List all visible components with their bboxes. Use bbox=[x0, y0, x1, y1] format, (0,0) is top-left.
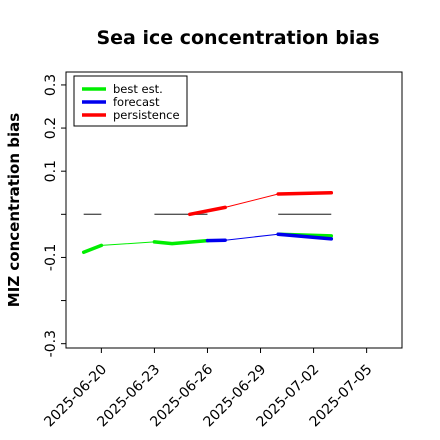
y-tick-label-4: 0.1 bbox=[43, 160, 59, 182]
y-tick-label-5: 0.2 bbox=[43, 117, 59, 139]
series-persistence-segment-1 bbox=[224, 193, 279, 208]
y-tick-label-0: -0.3 bbox=[43, 330, 59, 357]
axes: -0.3-0.10.10.20.32025-06-202025-06-23202… bbox=[41, 74, 375, 431]
legend-label-persistence: persistence bbox=[113, 108, 180, 122]
y-axis-label: MIZ concentration bias bbox=[5, 113, 23, 307]
y-tick-label-2: -0.1 bbox=[43, 244, 59, 271]
plot-area bbox=[81, 191, 334, 255]
series-forecast-segment-1 bbox=[224, 233, 279, 241]
plot-frame bbox=[65, 71, 403, 349]
series-persistence-segment-0 bbox=[188, 205, 227, 217]
legend-label-forecast: forecast bbox=[113, 95, 160, 109]
series-forecast-segment-2 bbox=[276, 232, 334, 241]
series-best-est-segment-0 bbox=[81, 243, 104, 255]
series-persistence-segment-2 bbox=[276, 191, 334, 196]
legend-label-best-est: best est. bbox=[113, 82, 163, 96]
series-best-est-segment-2 bbox=[152, 238, 210, 246]
y-tick-label-6: 0.3 bbox=[43, 74, 59, 96]
chart-title: Sea ice concentration bias bbox=[96, 27, 379, 49]
series-best-est-segment-1 bbox=[100, 241, 155, 246]
